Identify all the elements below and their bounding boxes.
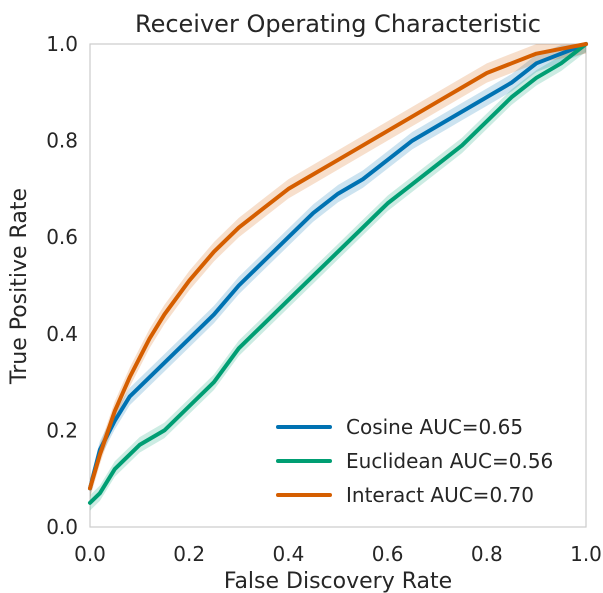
series-line-1 [88, 42, 588, 505]
y-tick-label: 0.4 [46, 322, 78, 346]
y-tick-label: 0.2 [46, 418, 78, 442]
chart-title: Receiver Operating Characteristic [135, 10, 541, 38]
y-tick-label: 0.6 [46, 225, 78, 249]
legend-label: Interact AUC=0.70 [346, 483, 534, 507]
y-tick-label: 0.0 [46, 515, 78, 539]
series-lines [88, 42, 588, 505]
x-tick-label: 0.4 [272, 542, 304, 566]
legend-label: Euclidean AUC=0.56 [346, 449, 553, 473]
confidence-bands [90, 44, 586, 511]
x-tick-label: 1.0 [570, 542, 602, 566]
y-tick-labels: 0.0 0.2 0.4 0.6 0.8 1.0 [46, 32, 78, 539]
plot-area [88, 42, 588, 528]
series-line-0 [88, 42, 588, 491]
series-line-2 [88, 42, 588, 491]
series-band-2 [90, 44, 586, 499]
x-tick-label: 0.2 [173, 542, 205, 566]
x-axis-label: False Discovery Rate [224, 569, 452, 593]
y-tick-label: 0.8 [46, 129, 78, 153]
x-tick-label: 0.6 [372, 542, 404, 566]
legend-label: Cosine AUC=0.65 [346, 415, 523, 439]
y-tick-label: 1.0 [46, 32, 78, 56]
plot-frame [89, 43, 587, 528]
x-tick-label: 0.8 [471, 542, 503, 566]
legend: Cosine AUC=0.65 Euclidean AUC=0.56 Interac… [276, 415, 553, 507]
x-tick-labels: 0.0 0.2 0.4 0.6 0.8 1.0 [74, 542, 602, 566]
x-tick-label: 0.0 [74, 542, 106, 566]
y-axis-label: True Positive Rate [7, 188, 32, 385]
